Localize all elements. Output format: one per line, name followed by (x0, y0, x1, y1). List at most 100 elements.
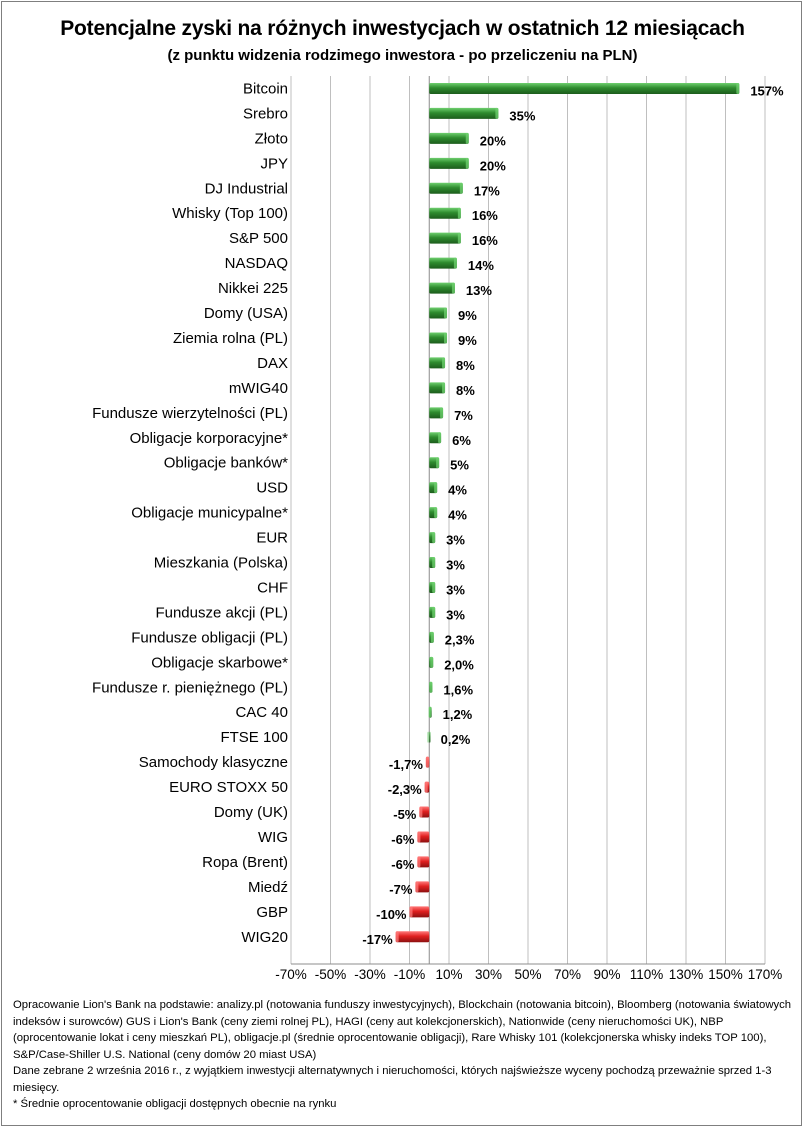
value-label: 4% (448, 483, 467, 498)
bar-cap (434, 507, 438, 519)
value-label: 3% (446, 607, 465, 622)
source-notes: Opracowanie Lion's Bank na podstawie: an… (13, 997, 793, 1113)
bar (429, 731, 431, 743)
value-label: 35% (509, 108, 535, 123)
category-label: Ropa (Brent) (202, 854, 288, 871)
category-label: Nikkei 225 (218, 280, 288, 297)
value-label: -17% (362, 932, 393, 947)
value-label: 16% (472, 233, 498, 248)
bar-cap (438, 432, 442, 444)
value-label: 1,2% (443, 707, 473, 722)
note-sources: Opracowanie Lion's Bank na podstawie: an… (13, 999, 792, 1061)
gridlines (290, 76, 766, 965)
value-label: -6% (391, 857, 415, 872)
bar-cap (495, 107, 499, 119)
category-label: Fundusze wierzytelności (PL) (92, 405, 288, 422)
bar-cap (440, 407, 444, 419)
value-label: 2,0% (444, 657, 474, 672)
bar-cap (444, 307, 448, 319)
bar (429, 357, 446, 369)
bar-cap (436, 457, 440, 469)
value-label: 5% (450, 458, 469, 473)
bar-cap (432, 557, 436, 569)
category-label: CAC 40 (235, 704, 288, 721)
category-label: Srebro (243, 105, 288, 122)
value-label: 16% (472, 208, 498, 223)
value-label: 6% (452, 433, 471, 448)
value-label: 0,2% (441, 732, 471, 747)
category-label: Domy (UK) (214, 804, 288, 821)
category-label: DAX (257, 355, 288, 372)
bar-cap (430, 656, 434, 668)
value-label: -5% (393, 807, 417, 822)
bar (415, 881, 430, 893)
bar-cap (434, 482, 438, 494)
x-tick-label: -30% (354, 967, 386, 982)
value-label: 157% (750, 83, 784, 98)
category-label: Fundusze akcji (PL) (155, 604, 288, 621)
value-label: 1,6% (443, 682, 473, 697)
bar-cap (444, 332, 448, 344)
bar-cap (419, 806, 423, 818)
bar-cap (417, 831, 421, 843)
category-label: mWIG40 (229, 380, 288, 397)
x-tick-label: 110% (630, 967, 664, 982)
x-tick-label: 170% (748, 967, 783, 982)
bar (429, 282, 455, 294)
x-tick-label: 10% (435, 967, 462, 982)
value-label: 8% (456, 358, 475, 373)
category-label: Złoto (255, 130, 288, 147)
chart-title: Potencjalne zyski na różnych inwestycjac… (60, 17, 745, 40)
value-label: 13% (466, 283, 492, 298)
value-label: 17% (474, 183, 500, 198)
value-label: 14% (468, 258, 494, 273)
bar-cap (457, 207, 461, 219)
bar-cap (432, 606, 436, 618)
category-label: Obligacje korporacyjne* (130, 430, 289, 447)
bar (409, 906, 430, 918)
category-label: Fundusze obligacji (PL) (131, 629, 288, 646)
category-label: Samochody klasyczne (139, 754, 288, 771)
bar-cap (432, 581, 436, 593)
bar (429, 182, 463, 194)
value-label: -1,7% (389, 757, 423, 772)
category-label: Obligacje municypalne* (131, 505, 288, 522)
category-labels: Bitcoin Srebro Złoto JPY DJ Industrial Whisky… (92, 80, 288, 945)
bar-cap (429, 681, 433, 693)
category-label: JPY (260, 155, 288, 172)
value-label: 7% (454, 408, 473, 423)
bar-cap (453, 257, 457, 269)
category-label: EUR (256, 530, 288, 547)
note-date: Dane zebrane 2 września 2016 r., z wyjąt… (13, 1065, 772, 1094)
x-tick-label: 70% (554, 967, 581, 982)
value-label: 3% (446, 533, 465, 548)
bar-cap (409, 906, 413, 918)
category-label: WIG20 (241, 929, 288, 946)
category-label: USD (256, 480, 288, 497)
category-label: S&P 500 (229, 230, 288, 247)
category-label: Obligacje banków* (164, 455, 288, 472)
category-label: Domy (USA) (204, 305, 288, 322)
bar-cap (459, 182, 463, 194)
x-tick-label: -70% (275, 967, 307, 982)
category-label: Ziemia rolna (PL) (173, 330, 288, 347)
bar (429, 107, 499, 119)
note-footnote: * Średnie oprocentowanie obligacji dostę… (13, 1098, 337, 1110)
x-tick-label: 90% (593, 967, 620, 982)
category-label: WIG (258, 829, 288, 846)
value-label: 9% (458, 308, 477, 323)
x-tick-label: 50% (514, 967, 541, 982)
category-label: Whisky (Top 100) (172, 205, 288, 222)
bar-cap (425, 756, 429, 768)
bar-cap (424, 781, 428, 793)
bar-cap (457, 232, 461, 244)
bar-cap (465, 132, 469, 144)
x-tick-label: -10% (394, 967, 426, 982)
value-label: 4% (448, 508, 467, 523)
value-labels: 157%35%20%20%17%16%16%14%13%9%9%8%8%7%6%… (362, 83, 784, 946)
category-label: GBP (256, 904, 288, 921)
value-label: 9% (458, 333, 477, 348)
x-tick-label: 30% (475, 967, 502, 982)
bar (429, 207, 461, 219)
